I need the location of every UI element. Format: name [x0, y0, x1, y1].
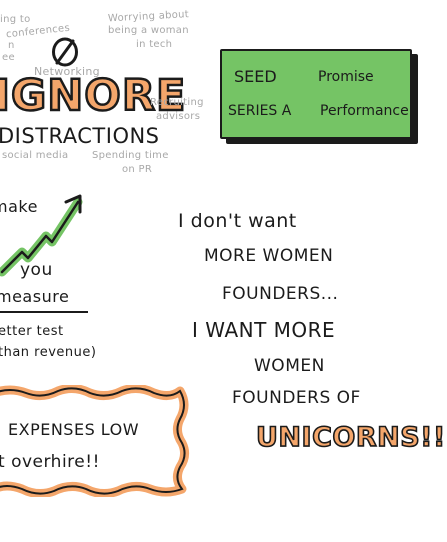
pr-line-2: on PR — [122, 164, 153, 175]
stages-box: SEED Promise SERIES A Performance — [220, 49, 412, 139]
expenses-line-1: EXPENSES LOW — [8, 420, 140, 439]
quote-line-2: MORE WOMEN — [204, 246, 334, 266]
stage-series-a-performance: Performance — [320, 103, 409, 119]
make-label: make — [0, 197, 38, 216]
fragment-n: n — [8, 40, 15, 51]
no-entry-icon — [52, 37, 78, 67]
fragment-ee: ee — [2, 52, 15, 63]
measure-label: measure — [0, 287, 70, 306]
conferences-note: ing to conferences — [0, 14, 100, 40]
than-revenue-label: than revenue) — [0, 345, 97, 360]
quote-line-4: I WANT MORE — [192, 318, 336, 342]
expenses-cloud — [0, 385, 190, 497]
networking-note: Networking — [34, 65, 100, 78]
better-test-label: etter test — [0, 324, 64, 339]
women-in-tech-line-2: being a woman — [108, 25, 189, 36]
growth-arrow-icon — [0, 194, 83, 277]
pr-line-1: Spending time — [92, 150, 169, 161]
recruiting-line-1: Recruiting — [150, 97, 204, 108]
distractions-title: DISTRACTIONS — [0, 124, 160, 148]
quote-line-1: I don't want — [178, 210, 297, 232]
quote-line-6: FOUNDERS OF — [232, 388, 361, 408]
quote-block: I don't want MORE WOMEN FOUNDERS... I WA… — [170, 208, 446, 468]
women-in-tech-note: Worrying about being a woman in tech — [108, 9, 198, 52]
expenses-line-2: t overhire!! — [0, 452, 100, 472]
social-media-note: social media — [2, 150, 69, 161]
recruiting-note: Recruiting advisors — [150, 96, 204, 124]
conferences-note-part1: ing to — [0, 14, 31, 25]
quote-line-5: WOMEN — [254, 356, 325, 376]
stage-seed: SEED — [234, 67, 277, 86]
measure-underline — [0, 311, 88, 313]
women-in-tech-line-3: in tech — [136, 39, 173, 50]
unicorns-word: UNICORNS!! — [255, 421, 446, 454]
you-label: you — [20, 260, 53, 280]
recruiting-line-2: advisors — [156, 111, 201, 122]
ignore-title: IGNORE — [0, 70, 187, 123]
quote-line-3: FOUNDERS... — [222, 284, 339, 304]
pr-note: Spending time on PR — [92, 149, 169, 177]
stage-series-a: SERIES A — [228, 103, 292, 119]
stage-seed-promise: Promise — [318, 69, 374, 85]
